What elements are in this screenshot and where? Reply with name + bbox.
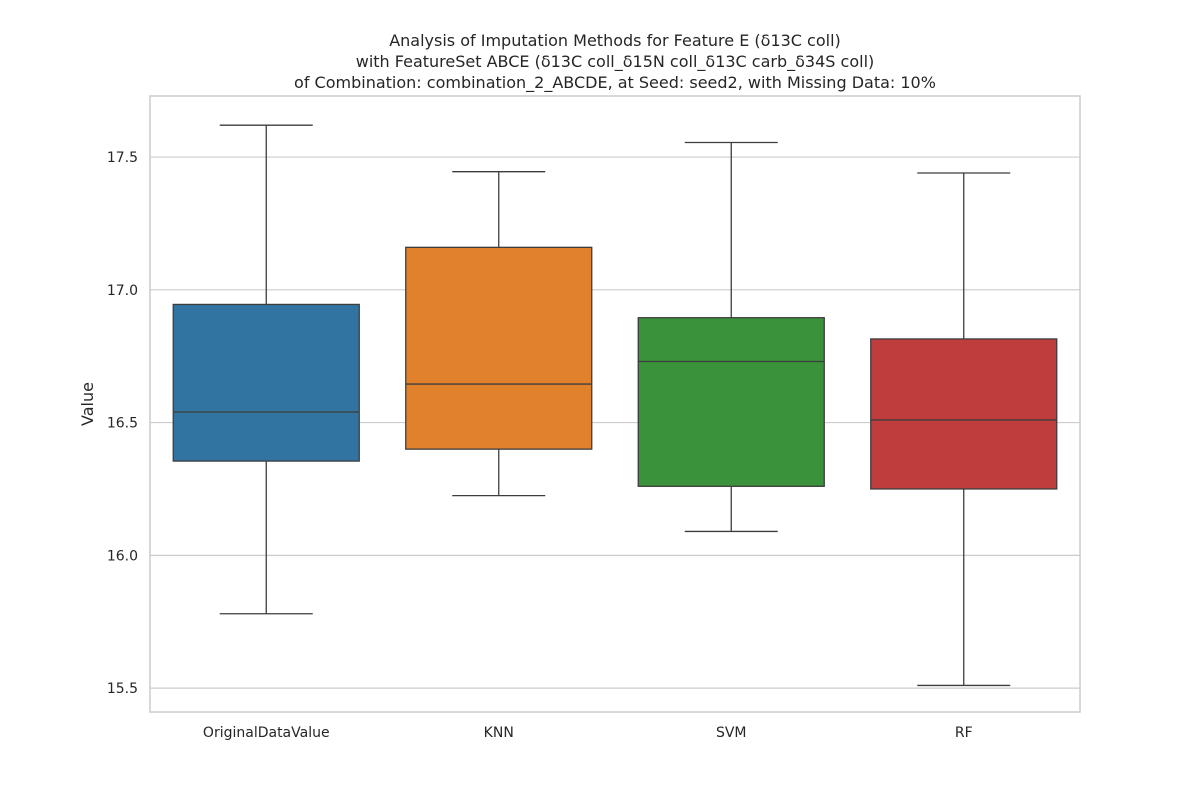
iqr-box — [405, 246, 593, 450]
x-tick-label: SVM — [716, 725, 747, 741]
chart-title-line-2: with FeatureSet ABCE (δ13C coll_δ15N col… — [356, 52, 875, 72]
x-tick-label: KNN — [484, 725, 514, 741]
y-tick-label: 17.5 — [107, 150, 138, 166]
iqr-box — [172, 303, 360, 462]
chart-title-line-1: Analysis of Imputation Methods for Featu… — [389, 31, 841, 50]
x-tick-label: OriginalDataValue — [203, 725, 330, 741]
boxes — [172, 124, 1058, 687]
x-tick-label: RF — [955, 725, 973, 741]
y-tick-labels: 15.5 16.0 16.5 17.0 17.5 — [107, 150, 138, 697]
box-RF — [870, 172, 1058, 687]
iqr-box — [870, 338, 1058, 490]
y-tick-label: 15.5 — [107, 681, 138, 697]
box-KNN — [405, 171, 593, 497]
box-OriginalDataValue — [172, 124, 360, 615]
chart-title: Analysis of Imputation Methods for Featu… — [294, 31, 936, 93]
y-axis-label: Value — [78, 382, 97, 426]
plot-frame — [149, 95, 1081, 713]
x-tick-labels: OriginalDataValue KNN SVM RF — [203, 725, 973, 741]
iqr-box — [637, 317, 825, 487]
chart-title-line-3: of Combination: combination_2_ABCDE, at … — [294, 73, 936, 93]
box-SVM — [637, 141, 825, 533]
y-tick-label: 16.0 — [107, 548, 138, 564]
y-tick-label: 16.5 — [107, 416, 138, 432]
y-tick-label: 17.0 — [107, 283, 138, 299]
